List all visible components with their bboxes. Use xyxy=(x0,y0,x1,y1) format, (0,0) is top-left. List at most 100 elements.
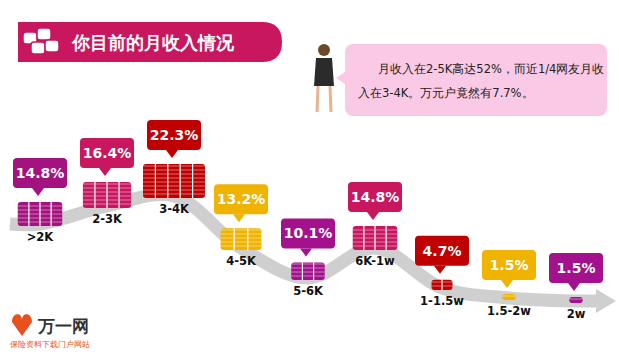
annotation-tail xyxy=(336,72,345,84)
marks xyxy=(18,164,583,303)
logo-text: 万一网 xyxy=(37,316,89,336)
coin-edge xyxy=(83,192,131,193)
callout-tail xyxy=(300,248,312,256)
coin-edge xyxy=(502,296,515,297)
coin-edge xyxy=(18,214,63,215)
coin-edge xyxy=(143,170,205,171)
coin-edge xyxy=(83,204,131,205)
person-figure xyxy=(314,44,334,112)
callout-tail xyxy=(99,168,111,176)
category-label: 4-5K xyxy=(226,254,257,268)
coin-edge xyxy=(353,238,398,239)
icon-coin xyxy=(37,28,51,40)
annotation-box xyxy=(345,44,607,116)
category-label: 1.5-2w xyxy=(487,304,531,318)
callout-box xyxy=(80,138,134,168)
icon-coin xyxy=(45,40,59,52)
coin-divider xyxy=(155,164,156,198)
annotation: 月收入在2-5K高达52%，而近1/4网友月收入在3-4K。万元户竟然有7.7%… xyxy=(358,62,604,100)
icon-coin xyxy=(31,42,45,54)
arrow-body xyxy=(10,194,598,301)
data-label: 4.7% xyxy=(423,243,462,259)
coin-stack xyxy=(83,182,131,208)
title: 你目前的月收入情况 xyxy=(71,32,235,53)
coin-edge xyxy=(143,178,205,179)
coin-edge xyxy=(353,246,398,247)
callout-box xyxy=(147,120,201,150)
coin-edge xyxy=(432,282,453,283)
coin-edge xyxy=(291,268,325,269)
callout-tail xyxy=(501,280,513,288)
category-label: 2-3K xyxy=(92,212,123,226)
coin-edge xyxy=(143,174,205,175)
coin-stack xyxy=(291,262,325,280)
coin-divider xyxy=(302,262,303,280)
category-label: 1-1.5w xyxy=(420,294,464,308)
callout-tail xyxy=(166,150,178,158)
data-label: 14.8% xyxy=(16,165,65,181)
person-head xyxy=(318,44,330,56)
coin-stack xyxy=(569,297,582,303)
category-label: 5-6K xyxy=(293,284,324,298)
coin-edge xyxy=(221,238,262,239)
coin-edge xyxy=(221,242,262,243)
coin-edge xyxy=(569,299,582,300)
coin-edge xyxy=(353,234,398,235)
coin-edge xyxy=(291,264,325,265)
coin-divider xyxy=(167,164,168,198)
coin-divider xyxy=(313,262,314,280)
coin-edge xyxy=(353,230,398,231)
coin-divider xyxy=(192,164,193,198)
category-label: 3-4K xyxy=(159,202,190,216)
coin-stack xyxy=(221,228,262,250)
data-label: 16.4% xyxy=(83,145,132,161)
coin-edge xyxy=(143,182,205,183)
data-label: 14.8% xyxy=(351,189,400,205)
category-label: >2K xyxy=(27,230,55,244)
callout-box xyxy=(13,158,67,188)
callout-box xyxy=(214,184,268,214)
coin-edge xyxy=(143,166,205,167)
coin-edge xyxy=(291,276,325,277)
coin-stack xyxy=(18,202,63,226)
person-legs xyxy=(317,86,331,112)
coin-edge xyxy=(221,246,262,247)
coin-divider xyxy=(180,164,181,198)
coin-stack xyxy=(432,280,453,290)
arrow-head xyxy=(596,289,616,313)
coin-edge xyxy=(83,188,131,189)
data-label: 13.2% xyxy=(217,191,266,207)
callout-tail xyxy=(434,266,446,274)
coin-stack xyxy=(143,164,205,198)
title-icon xyxy=(23,28,59,54)
coin-edge xyxy=(221,230,262,231)
coin-edge xyxy=(18,210,63,211)
title-banner xyxy=(18,22,282,62)
coin-divider xyxy=(234,228,235,250)
coin-edge xyxy=(353,242,398,243)
coin-stack xyxy=(502,294,515,300)
callout-box xyxy=(281,218,335,248)
data-label: 10.1% xyxy=(284,225,333,241)
coin-edge xyxy=(83,184,131,185)
callout-box xyxy=(549,253,603,283)
callout-box xyxy=(348,182,402,212)
coin-divider xyxy=(441,280,442,290)
data-label: 1.5% xyxy=(557,260,596,276)
coin-edge xyxy=(432,286,453,287)
callout-tail xyxy=(367,212,379,220)
chart: 你目前的月收入情况月收入在2-5K高达52%，而近1/4网友月收入在3-4K。万… xyxy=(0,0,619,352)
coin-edge xyxy=(18,218,63,219)
coin-edge xyxy=(221,234,262,235)
coin-edge xyxy=(18,206,63,207)
coin-edge xyxy=(83,200,131,201)
coin-edge xyxy=(83,196,131,197)
coin-divider xyxy=(247,228,248,250)
logo-subtitle: 保险资料下载门户网站 xyxy=(10,340,90,349)
callout-tail xyxy=(568,283,580,291)
callout-box xyxy=(482,250,536,280)
callout-tail xyxy=(32,188,44,196)
coin-edge xyxy=(143,186,205,187)
coin-edge xyxy=(143,194,205,195)
coin-edge xyxy=(18,222,63,223)
